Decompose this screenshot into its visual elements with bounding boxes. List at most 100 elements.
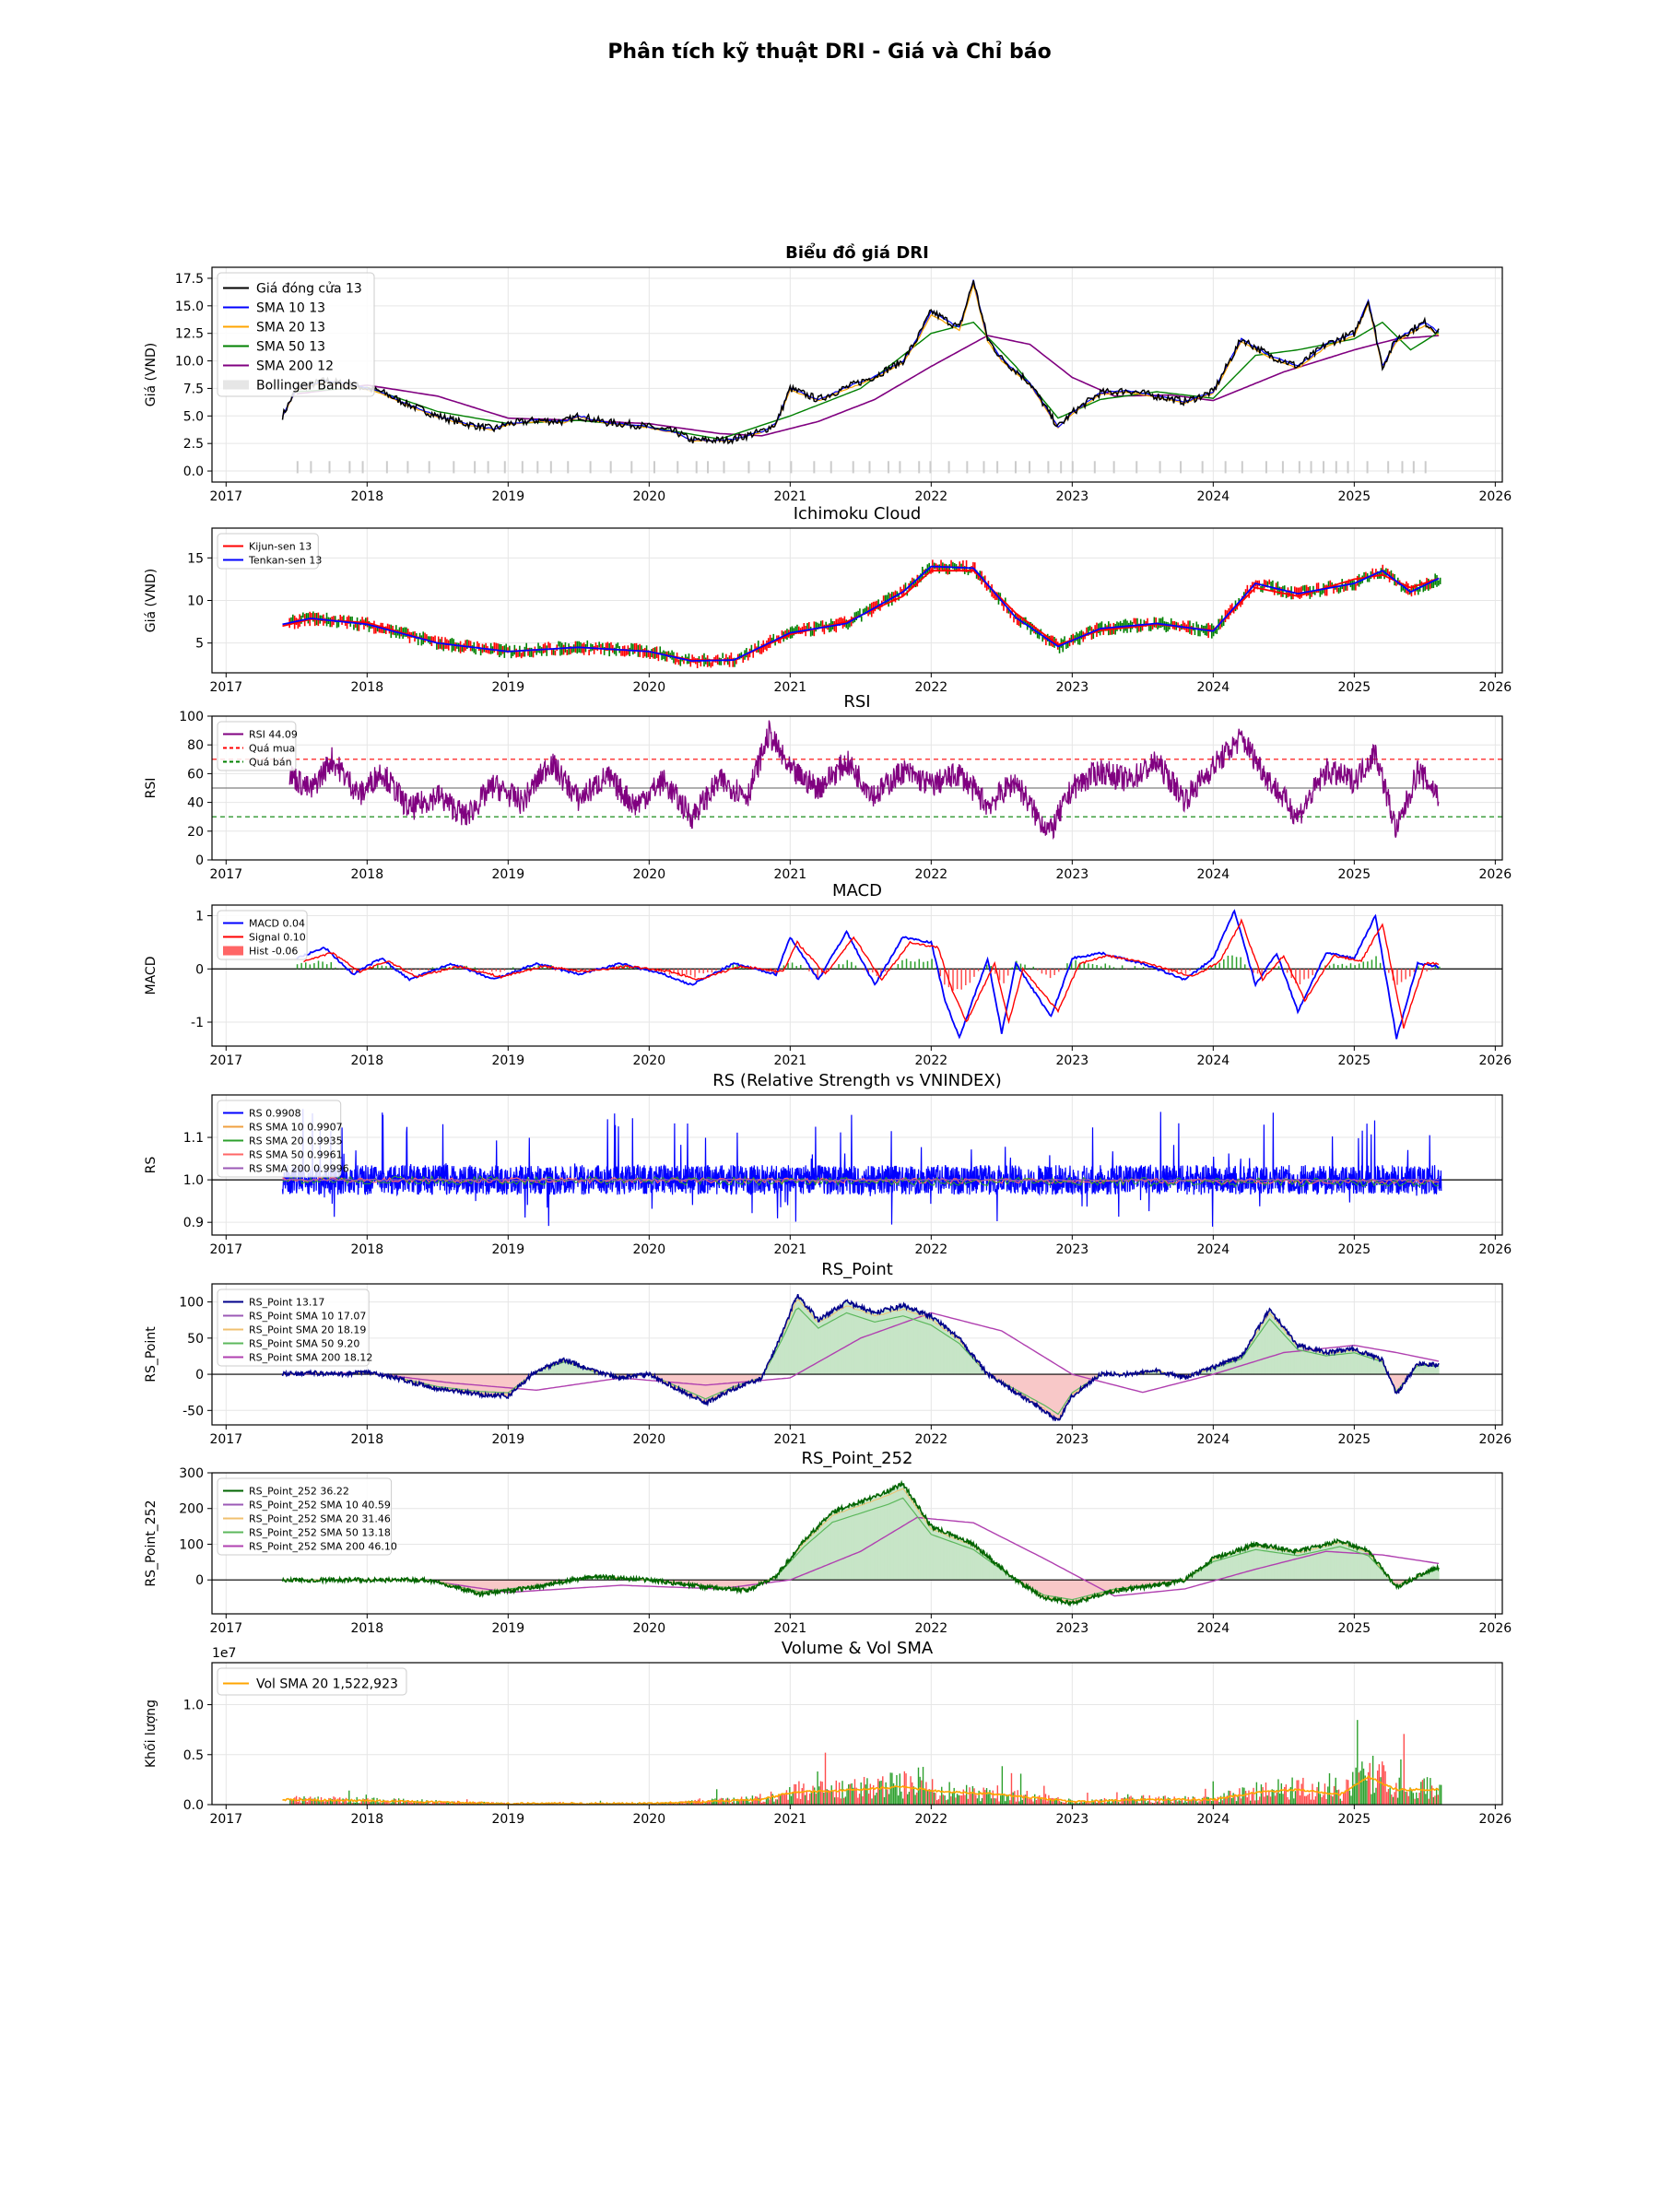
area-fill bbox=[1361, 1352, 1364, 1375]
area-fill bbox=[905, 1488, 908, 1581]
area-fill bbox=[1205, 1565, 1206, 1581]
area-fill bbox=[710, 1374, 712, 1403]
area-fill bbox=[1307, 1548, 1310, 1581]
area-fill bbox=[1043, 1374, 1045, 1413]
chart-title: Volume & Vol SMA bbox=[782, 1639, 934, 1658]
macd-hist-bar bbox=[1147, 969, 1148, 970]
area-fill bbox=[823, 1315, 825, 1375]
y-axis-label: MACD bbox=[144, 957, 159, 995]
area-fill bbox=[1041, 1374, 1043, 1410]
area-fill bbox=[1265, 1312, 1267, 1375]
area-fill bbox=[1133, 1580, 1135, 1587]
area-fill bbox=[1398, 1374, 1400, 1389]
area-fill bbox=[715, 1374, 717, 1398]
area-fill bbox=[1219, 1362, 1222, 1375]
area-fill bbox=[571, 1360, 573, 1375]
macd-line bbox=[296, 909, 1440, 1040]
area-fill bbox=[1207, 1368, 1210, 1375]
area-fill bbox=[1153, 1371, 1155, 1375]
area-fill bbox=[870, 1498, 872, 1581]
area-fill bbox=[1214, 1556, 1217, 1581]
area-fill bbox=[1053, 1374, 1055, 1418]
area-fill bbox=[733, 1580, 735, 1591]
y-tick-label: 100 bbox=[179, 1296, 204, 1311]
area-fill bbox=[932, 1320, 935, 1375]
area-fill bbox=[1072, 1374, 1074, 1396]
macd-hist-bar bbox=[1375, 956, 1377, 970]
area-fill bbox=[819, 1317, 821, 1375]
area-fill bbox=[1222, 1557, 1224, 1581]
area-fill bbox=[1340, 1348, 1342, 1375]
area-fill bbox=[1058, 1374, 1061, 1420]
area-fill bbox=[538, 1371, 541, 1375]
area-fill bbox=[1373, 1355, 1376, 1375]
area-fill bbox=[523, 1580, 524, 1588]
area-fill bbox=[786, 1562, 788, 1581]
area-fill bbox=[808, 1311, 811, 1375]
area-fill bbox=[1364, 1351, 1367, 1375]
area-fill bbox=[1284, 1548, 1286, 1581]
area-fill bbox=[1032, 1580, 1034, 1592]
area-fill bbox=[1125, 1580, 1127, 1592]
legend-label: SMA 10 13 bbox=[256, 301, 325, 316]
area-fill bbox=[1235, 1548, 1238, 1581]
bb-volume-bar bbox=[1387, 461, 1390, 474]
area-fill bbox=[974, 1546, 977, 1581]
area-fill bbox=[1027, 1374, 1029, 1399]
chart-rs_point_252: 2017 2018 2019 2020 2021 2022 2023 2024 2025 2026… bbox=[144, 1449, 1512, 1636]
macd-hist-bar bbox=[1066, 963, 1068, 970]
y-tick-label: 60 bbox=[187, 767, 204, 782]
area-fill bbox=[773, 1576, 775, 1581]
area-fill bbox=[1068, 1580, 1070, 1603]
area-fill bbox=[1348, 1350, 1350, 1375]
area-fill bbox=[473, 1374, 476, 1393]
area-fill bbox=[967, 1540, 969, 1581]
area-fill bbox=[1142, 1580, 1144, 1586]
area-fill bbox=[1163, 1580, 1165, 1584]
area-fill bbox=[843, 1301, 845, 1375]
area-fill bbox=[1019, 1374, 1021, 1394]
area-fill bbox=[1316, 1350, 1319, 1375]
area-fill bbox=[499, 1374, 500, 1396]
area-fill bbox=[789, 1560, 791, 1581]
area-fill bbox=[510, 1580, 512, 1591]
area-fill bbox=[1024, 1374, 1026, 1397]
area-fill bbox=[592, 1369, 594, 1375]
area-fill bbox=[922, 1311, 924, 1375]
area-fill bbox=[844, 1301, 846, 1375]
macd-hist-bar bbox=[1277, 966, 1280, 970]
area-fill bbox=[1155, 1580, 1157, 1584]
area-fill bbox=[704, 1374, 707, 1402]
area-fill bbox=[1382, 1571, 1384, 1581]
macd-hist-bar bbox=[1371, 959, 1373, 970]
bb-volume-bar bbox=[1265, 461, 1267, 474]
area-fill bbox=[1298, 1346, 1300, 1375]
area-fill bbox=[869, 1310, 872, 1375]
macd-hist-bar bbox=[478, 969, 480, 971]
area-fill bbox=[526, 1580, 528, 1589]
macd-hist-bar bbox=[905, 959, 908, 970]
area-fill bbox=[887, 1309, 888, 1375]
area-fill bbox=[817, 1528, 818, 1581]
area-fill bbox=[453, 1580, 455, 1588]
volume-bar bbox=[447, 1802, 450, 1805]
area-fill bbox=[523, 1374, 524, 1384]
area-fill bbox=[466, 1580, 468, 1590]
area-fill bbox=[1343, 1350, 1346, 1375]
area-fill bbox=[1324, 1545, 1327, 1581]
macd-hist-bar bbox=[1112, 967, 1115, 970]
area-fill bbox=[659, 1374, 662, 1382]
area-fill bbox=[1033, 1374, 1035, 1404]
area-fill bbox=[506, 1580, 509, 1593]
area-fill bbox=[494, 1580, 496, 1591]
area-fill bbox=[1377, 1562, 1379, 1581]
macd-hist-bar bbox=[698, 969, 700, 973]
area-fill bbox=[1113, 1580, 1115, 1592]
area-fill bbox=[1412, 1370, 1415, 1375]
area-fill bbox=[1414, 1578, 1416, 1581]
area-fill bbox=[1250, 1340, 1252, 1375]
area-fill bbox=[442, 1580, 445, 1584]
macd-hist-bar bbox=[1231, 955, 1233, 970]
area-fill bbox=[542, 1368, 545, 1375]
area-fill bbox=[834, 1509, 836, 1581]
